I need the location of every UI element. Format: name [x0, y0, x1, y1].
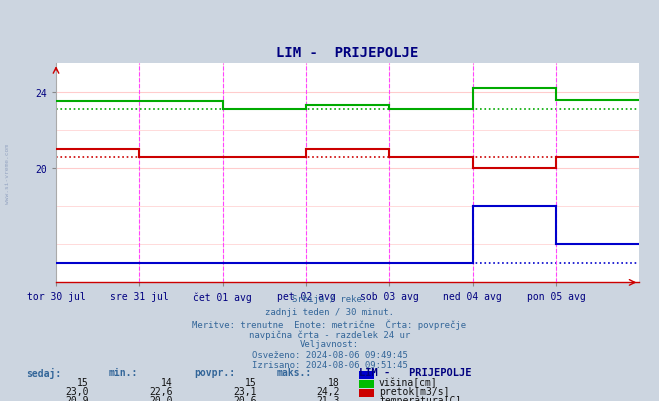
Text: navpična črta - razdelek 24 ur: navpična črta - razdelek 24 ur: [249, 330, 410, 339]
Text: Osveženo: 2024-08-06 09:49:45: Osveženo: 2024-08-06 09:49:45: [252, 350, 407, 358]
Text: www.si-vreme.com: www.si-vreme.com: [5, 144, 11, 203]
Text: višina[cm]: višina[cm]: [379, 377, 438, 387]
Text: 18: 18: [328, 377, 339, 387]
Text: povpr.:: povpr.:: [194, 367, 235, 377]
Text: 24,2: 24,2: [316, 386, 339, 396]
Text: 14: 14: [161, 377, 173, 387]
Text: min.:: min.:: [109, 367, 138, 377]
Text: sedaj:: sedaj:: [26, 367, 61, 378]
Text: 20,0: 20,0: [149, 395, 173, 401]
Text: 21,3: 21,3: [316, 395, 339, 401]
Text: pretok[m3/s]: pretok[m3/s]: [379, 386, 449, 396]
Text: Veljavnost:: Veljavnost:: [300, 340, 359, 348]
Text: Srbija / reke.: Srbija / reke.: [292, 295, 367, 304]
Title: LIM -  PRIJEPOLJE: LIM - PRIJEPOLJE: [276, 46, 419, 60]
Text: 15: 15: [77, 377, 89, 387]
Text: Meritve: trenutne  Enote: metrične  Črta: povprečje: Meritve: trenutne Enote: metrične Črta: …: [192, 319, 467, 329]
Text: 15: 15: [245, 377, 257, 387]
Text: 22,6: 22,6: [149, 386, 173, 396]
Text: 20,6: 20,6: [233, 395, 257, 401]
Text: temperatura[C]: temperatura[C]: [379, 395, 461, 401]
Text: maks.:: maks.:: [277, 367, 312, 377]
Text: 20,9: 20,9: [65, 395, 89, 401]
Text: Izrisano: 2024-08-06 09:51:45: Izrisano: 2024-08-06 09:51:45: [252, 360, 407, 369]
Text: zadnji teden / 30 minut.: zadnji teden / 30 minut.: [265, 307, 394, 316]
Text: 23,0: 23,0: [65, 386, 89, 396]
Text: LIM -   PRIJEPOLJE: LIM - PRIJEPOLJE: [359, 367, 472, 377]
Text: 23,1: 23,1: [233, 386, 257, 396]
